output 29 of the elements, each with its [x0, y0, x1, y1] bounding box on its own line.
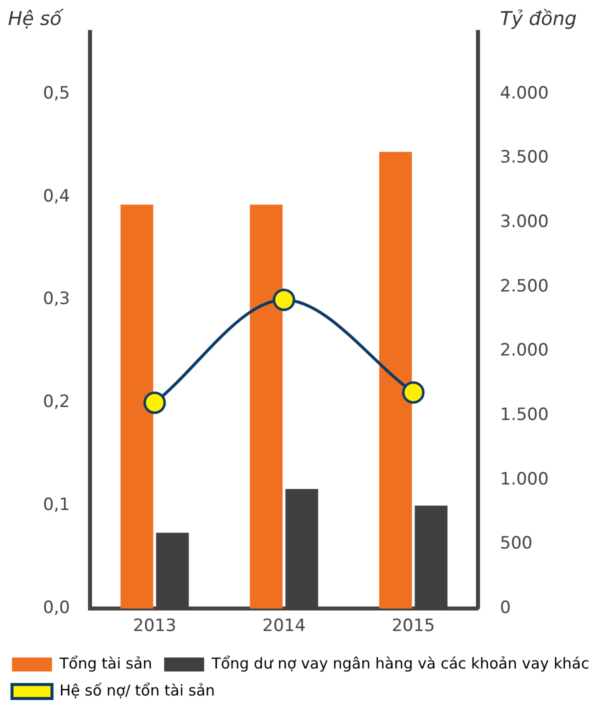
y-tick-label: 0,2 [42, 392, 70, 412]
bar [250, 204, 283, 609]
y2-tick-label: 3.500 [500, 148, 549, 168]
y-tick-label: 0,1 [42, 495, 70, 516]
y2-tick-label: 4.000 [500, 83, 549, 104]
x-tick-label: 2013 [133, 616, 176, 636]
point [402, 381, 425, 404]
legend-label: Hệ số nợ/ tổn tài sản [60, 681, 215, 700]
point [143, 391, 166, 414]
y2-tick-label: 2.500 [500, 276, 549, 296]
y2-tick-label: 2.000 [500, 340, 549, 361]
y-axis-title: Hệ số [8, 8, 62, 30]
y2-tick-label: 3.000 [500, 212, 549, 232]
x-tick-label: 2014 [262, 616, 306, 636]
y-tick-label: 0,0 [42, 598, 70, 618]
point [272, 288, 296, 312]
y-tick-label: 0,3 [42, 289, 70, 310]
y2-tick-label: 0 [500, 598, 511, 618]
x-tick-label: 2015 [392, 616, 435, 636]
legend-label: Tổng dư nợ vay ngân hàng và các khoản vay khác [210, 654, 590, 672]
y-tick-label: 0,4 [42, 186, 70, 206]
y-tick-label: 0,5 [42, 83, 70, 104]
bar [379, 152, 412, 609]
y2-tick-label: 1.000 [500, 469, 549, 490]
bar [120, 204, 154, 609]
y2-tick-label: 500 [500, 534, 532, 554]
y2-axis-title: Tỷ đồng [500, 8, 577, 30]
y2-tick-label: 1.500 [500, 405, 549, 426]
legend-label: Tổng tài sản [58, 654, 152, 672]
